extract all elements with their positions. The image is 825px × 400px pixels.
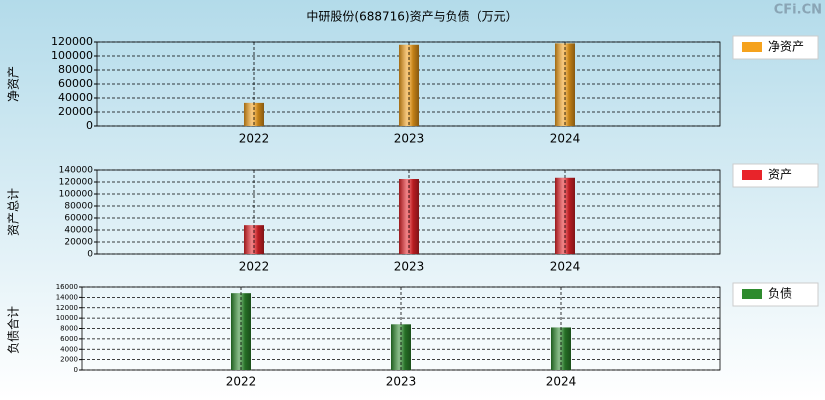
x-tick-label: 2022 [226,375,257,389]
x-tick-label: 2024 [550,132,581,146]
y-tick-label: 40000 [64,226,93,236]
y-tick-label: 60000 [64,214,93,224]
legend-box [732,282,819,307]
y-tick-label: 100000 [59,190,94,200]
bar-highlight [399,44,419,126]
bar-highlight [231,293,251,370]
watermark: CFi.CN [774,3,822,18]
y-tick-label: 6000 [60,335,78,343]
y-tick-label: 120000 [51,35,93,48]
y-tick-label: 0 [87,250,93,260]
legend-label: 净资产 [768,40,804,54]
bar-highlight [244,225,264,254]
y-tick-label: 0 [86,119,93,132]
y-tick-label: 120000 [59,178,94,188]
y-tick-label: 40000 [58,91,93,104]
y-axis-label: 负债合计 [6,306,21,354]
x-tick-label: 2023 [394,132,425,146]
y-tick-label: 8000 [60,325,78,333]
x-tick-label: 2023 [394,260,425,274]
y-tick-label: 0 [74,366,78,374]
y-tick-label: 4000 [60,345,78,353]
y-tick-label: 100000 [51,49,93,62]
chart-title: 中研股份(688716)资产与负债（万元） [306,9,517,24]
legend-label: 负债 [768,287,792,301]
y-tick-label: 20000 [64,238,93,248]
legend-swatch [742,289,762,299]
legend-label: 资产 [768,168,792,182]
y-tick-label: 140000 [59,166,94,176]
y-axis-label: 资产总计 [7,188,21,236]
y-tick-label: 80000 [64,202,93,212]
y-tick-label: 12000 [56,304,78,312]
legend-swatch [742,42,762,52]
y-tick-label: 20000 [58,105,93,118]
y-tick-label: 14000 [56,293,78,301]
y-tick-label: 80000 [58,63,93,76]
legend-box [732,35,819,60]
legend-swatch [742,170,762,180]
x-tick-label: 2022 [239,260,270,274]
y-tick-label: 60000 [58,77,93,90]
y-tick-label: 16000 [56,283,78,291]
y-tick-label: 10000 [56,314,78,322]
x-tick-label: 2024 [550,260,581,274]
y-axis-label: 净资产 [7,66,21,102]
x-tick-label: 2024 [546,375,577,389]
x-tick-label: 2023 [386,375,417,389]
y-tick-label: 2000 [60,356,78,364]
x-tick-label: 2022 [239,132,270,146]
legend-box [732,163,819,188]
